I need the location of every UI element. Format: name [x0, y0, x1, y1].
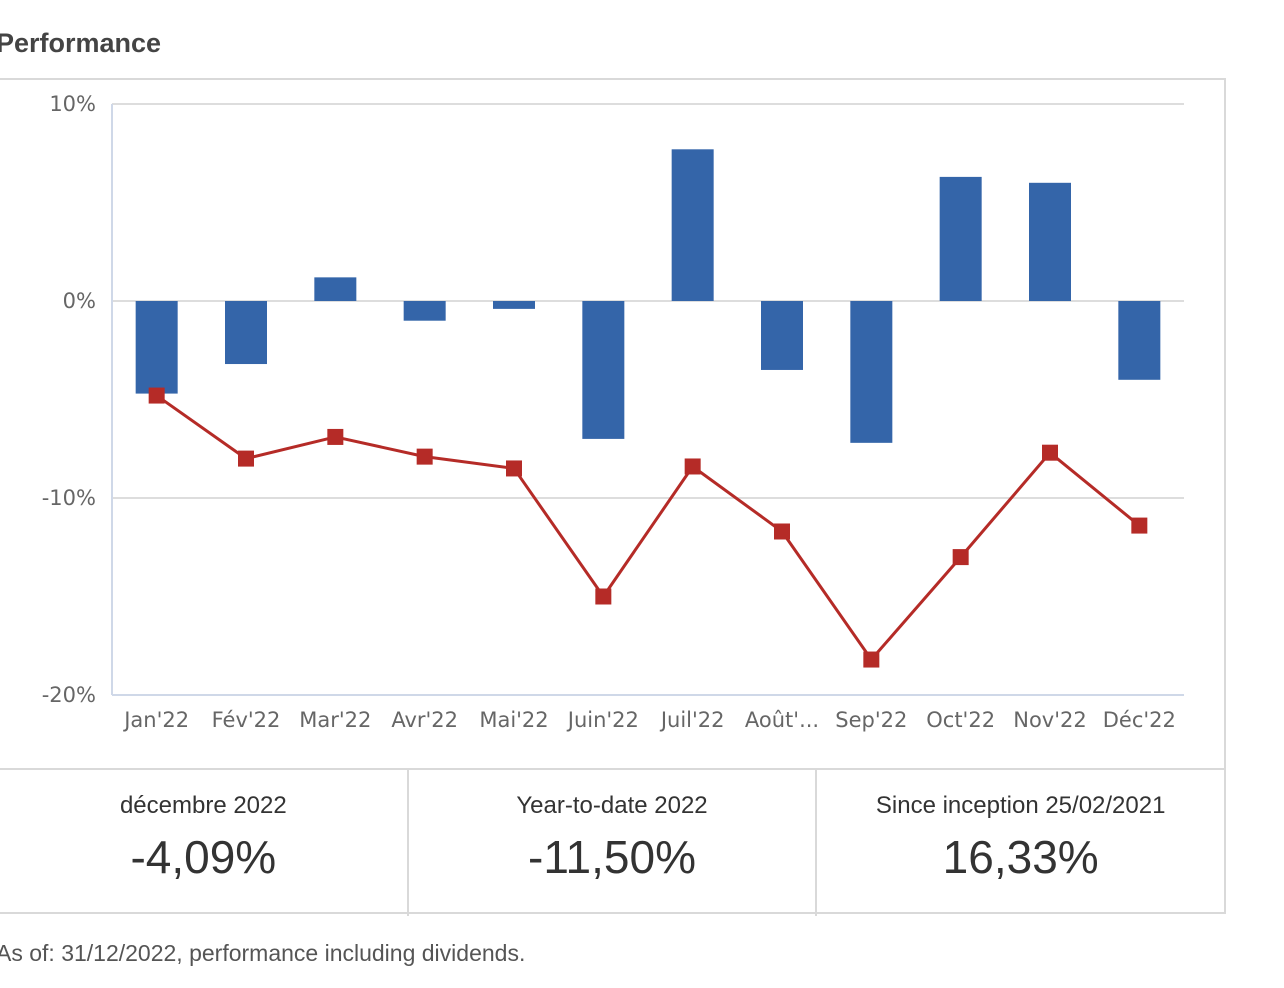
stat-label: décembre 2022 — [119, 792, 287, 819]
bar — [225, 301, 267, 365]
bar — [939, 176, 982, 301]
line-marker — [595, 588, 612, 605]
y-tick-label: -20% — [42, 683, 96, 707]
x-tick-label: Avr'22 — [391, 708, 458, 732]
x-tick-label: Nov'22 — [1013, 708, 1086, 732]
y-tick-label: 10% — [49, 92, 96, 116]
stat-ytd: Year-to-date 2022 -11,50% — [406, 770, 816, 916]
stat-value: -4,09% — [130, 831, 277, 883]
stat-month: décembre 2022 -4,09% — [0, 770, 407, 916]
bar — [850, 301, 893, 443]
bar — [493, 301, 535, 309]
line-marker — [684, 458, 701, 475]
stat-inception: Since inception 25/02/2021 16,33% — [815, 770, 1224, 916]
stat-label: Year-to-date 2022 — [516, 792, 708, 819]
line-marker — [238, 450, 254, 467]
bar — [314, 277, 357, 301]
series-line — [155, 394, 1141, 662]
line-marker — [952, 549, 969, 566]
x-tick-label: Mai'22 — [479, 708, 548, 732]
stat-value: 16,33% — [942, 831, 1099, 883]
bar — [582, 301, 625, 439]
x-tick-label: Oct'22 — [926, 708, 995, 732]
stat-value: -11,50% — [528, 831, 696, 883]
stat-label: Since inception 25/02/2021 — [875, 792, 1166, 819]
line-marker — [1131, 517, 1148, 534]
line-marker — [416, 448, 433, 465]
line-marker — [506, 460, 522, 477]
x-tick-label: Sep'22 — [835, 708, 907, 732]
x-tick-label: Juin'22 — [566, 708, 639, 732]
x-tick-label: Août'... — [745, 708, 819, 732]
bar — [671, 149, 714, 301]
performance-chart: 10% 0% -10% -20% Jan'22 Fév'22 Mar'22 Avr'22 Mai… — [42, 92, 1184, 732]
line-marker — [774, 523, 790, 540]
line-marker — [1042, 444, 1058, 461]
y-tick-label: 0% — [63, 289, 96, 313]
x-tick-label: Jan'22 — [122, 708, 189, 732]
x-tick-label: Juil'22 — [659, 708, 725, 732]
footnote: As of: 31/12/2022, performance including… — [0, 940, 526, 966]
line-marker — [148, 387, 165, 404]
bar — [1118, 301, 1161, 380]
performance-panel: 10% 0% -10% -20% Jan'22 Fév'22 Mar'22 Avr'22 Mai… — [0, 78, 1226, 916]
bar — [761, 301, 803, 370]
x-tick-label: Mar'22 — [299, 708, 371, 732]
x-tick-label: Déc'22 — [1103, 708, 1176, 732]
stats-row: décembre 2022 -4,09% Year-to-date 2022 -… — [0, 768, 1224, 916]
line-marker — [327, 428, 344, 445]
line-marker — [863, 651, 880, 668]
bar — [1029, 182, 1071, 301]
section-title: Performance — [0, 28, 162, 58]
x-tick-label: Fév'22 — [212, 708, 281, 732]
bar — [403, 301, 446, 321]
bar — [135, 301, 178, 394]
y-tick-label: -10% — [42, 486, 96, 510]
